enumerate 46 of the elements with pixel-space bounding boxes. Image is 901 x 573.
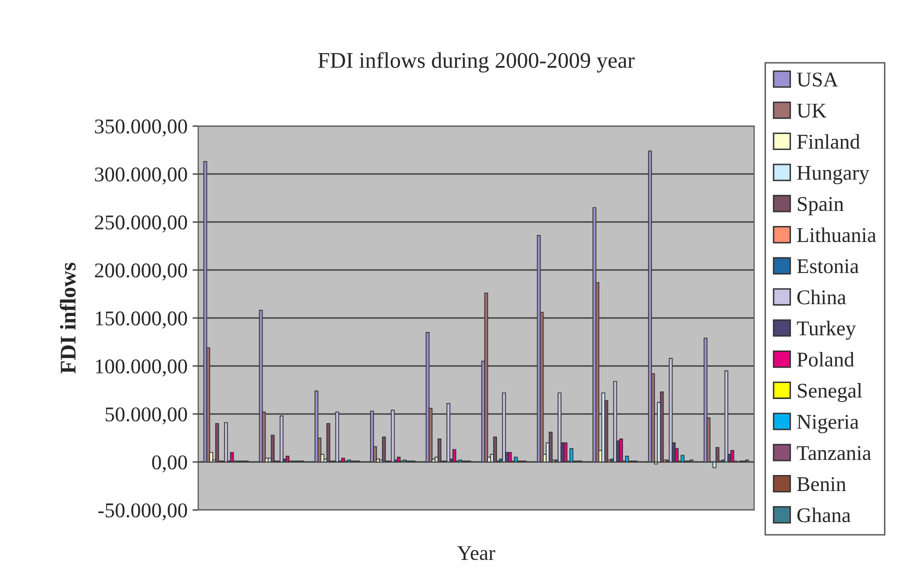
legend-label: Turkey [796, 320, 856, 340]
bar [625, 456, 629, 462]
y-tick-label: 200.000,00 [94, 263, 188, 280]
legend-label: Estonia [797, 259, 859, 274]
legend-label: Tanzania [796, 446, 872, 460]
bar [438, 438, 442, 462]
bar [508, 452, 512, 462]
bar [570, 448, 574, 462]
y-tick-label: 300.000,00 [95, 167, 188, 184]
legend-label: Hungary [797, 166, 870, 184]
legend-label: Senegal [798, 383, 862, 402]
y-axis-title: FDI inflows [60, 262, 76, 374]
legend-label: China [797, 290, 846, 304]
bar [341, 458, 346, 462]
bar [493, 436, 497, 462]
legend-label: Nigeria [797, 414, 859, 434]
bar [619, 438, 623, 462]
bar [326, 423, 330, 462]
bar [564, 442, 568, 462]
legend-label: Spain [798, 197, 844, 216]
bar [270, 434, 275, 462]
bar [548, 432, 553, 462]
y-tick-label: 100.000,00 [96, 359, 188, 376]
bar [215, 423, 220, 462]
y-tick-label: 350.000,00 [95, 119, 188, 136]
bar [452, 449, 456, 462]
bar [382, 436, 386, 462]
x-axis-title: Year [457, 546, 496, 560]
y-tick-label: -50.000,00 [98, 503, 188, 520]
legend-label: Poland [797, 352, 854, 367]
bar [286, 456, 290, 462]
legend-label: USA [796, 72, 838, 87]
y-tick-label: 50.000,00 [106, 407, 188, 424]
y-tick-label: 150.000,00 [96, 311, 188, 328]
legend-label: Finland [797, 134, 860, 149]
bar [680, 454, 685, 462]
y-tick-label: 0,00 [152, 455, 188, 472]
legend-label: Lithuania [797, 227, 876, 242]
y-tick-label: 250.000,00 [94, 215, 188, 232]
bar [730, 450, 734, 462]
bar [230, 452, 234, 462]
bar [224, 422, 228, 462]
legend-label: UK [796, 104, 826, 118]
chart-title: FDI inflows during 2000-2009 year [318, 52, 635, 73]
legend-label: Ghana [797, 508, 851, 522]
legend-label: Benin [797, 477, 846, 492]
